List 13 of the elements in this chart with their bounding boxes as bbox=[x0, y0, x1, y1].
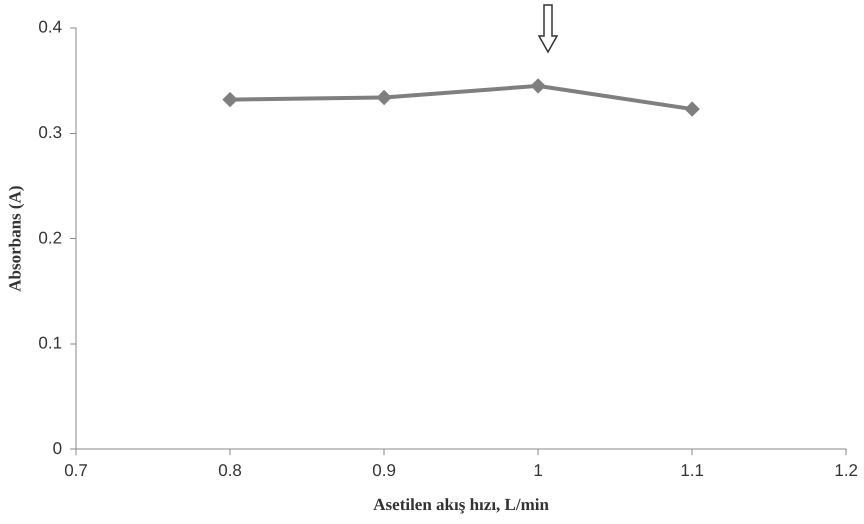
x-tick-label: 1.2 bbox=[834, 461, 858, 480]
x-tick-label: 0.8 bbox=[218, 461, 242, 480]
y-tick-label: 0.4 bbox=[38, 18, 62, 37]
y-tick-label: 0.3 bbox=[38, 122, 62, 142]
x-tick-label: 0.7 bbox=[64, 461, 88, 480]
x-axis-title: Asetilen akış hızı, L/min bbox=[373, 495, 550, 514]
y-tick-label: 0.2 bbox=[38, 228, 62, 248]
x-tick-label: 1 bbox=[533, 461, 543, 480]
y-tick-label: 0 bbox=[52, 438, 62, 458]
y-axis-title: Absorbans (A) bbox=[6, 185, 25, 292]
x-tick-label: 0.9 bbox=[372, 461, 396, 480]
y-tick-label: 0.1 bbox=[38, 334, 62, 353]
x-tick-label: 1.1 bbox=[680, 461, 704, 480]
